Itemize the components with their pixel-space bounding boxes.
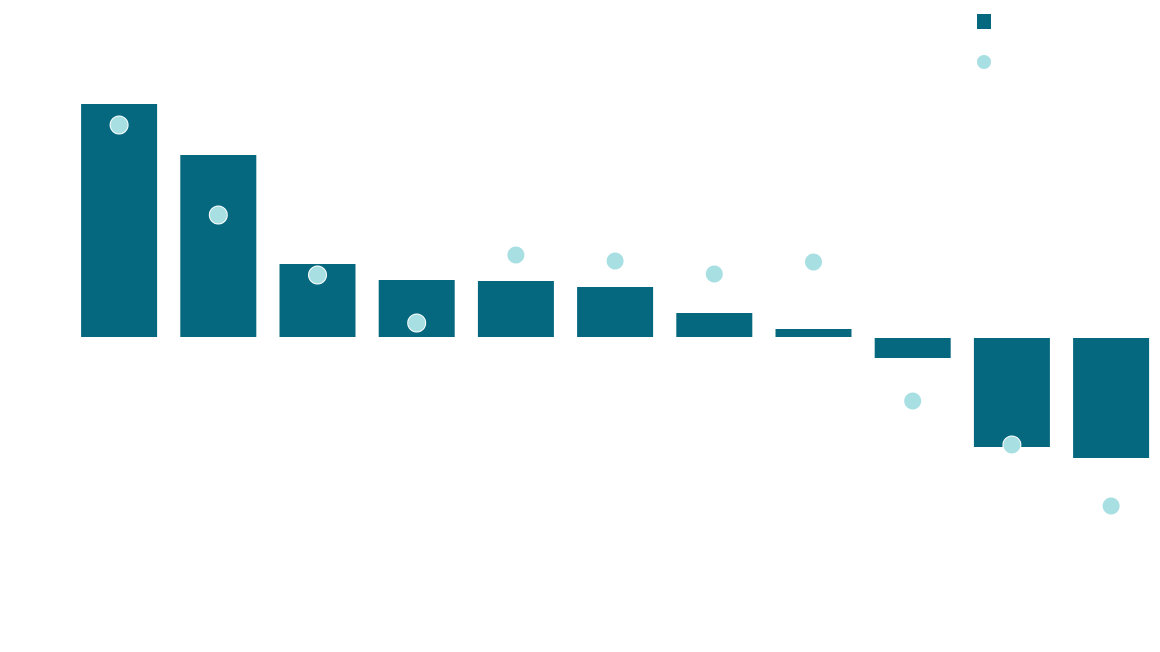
dot: [208, 205, 228, 225]
dot: [903, 391, 923, 411]
dot: [1101, 496, 1121, 516]
dot: [704, 264, 724, 284]
legend-swatch: [977, 55, 991, 69]
bar: [577, 287, 654, 337]
dot: [407, 313, 427, 333]
legend-swatch: [977, 14, 991, 29]
bar: [477, 281, 554, 337]
bar: [775, 329, 852, 337]
bar: [1073, 338, 1150, 458]
dot: [605, 251, 625, 271]
dot: [308, 265, 327, 285]
dot: [804, 252, 823, 272]
dot: [1002, 435, 1022, 455]
bar: [874, 338, 951, 358]
bar: [973, 338, 1050, 447]
dot: [109, 115, 129, 135]
bar: [676, 313, 753, 337]
dot: [506, 245, 526, 265]
bar: [81, 104, 158, 337]
bar: [180, 155, 257, 337]
